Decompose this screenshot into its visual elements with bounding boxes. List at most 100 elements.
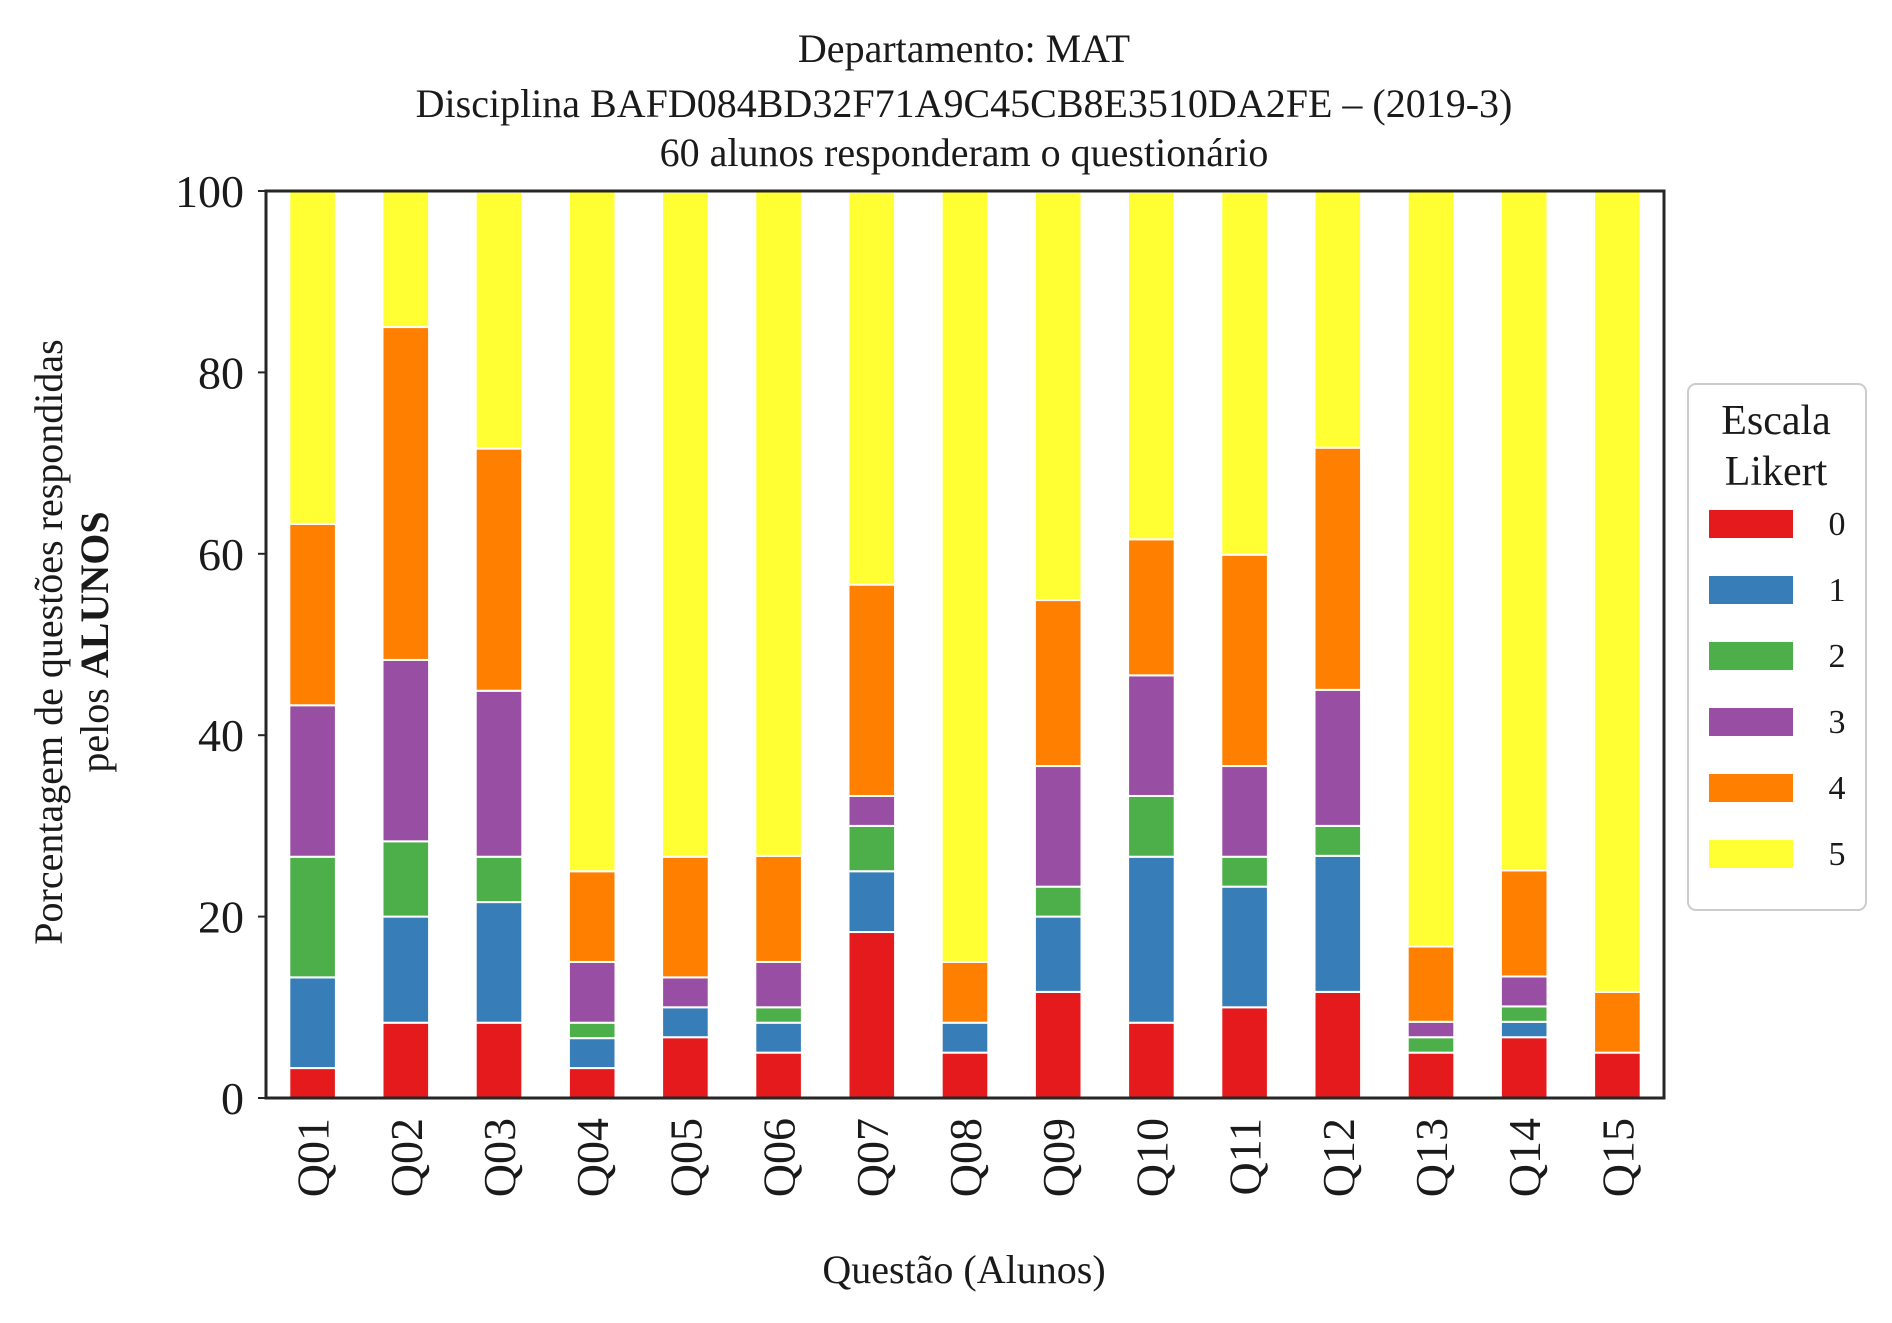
bar-segment-Q11-4 <box>1220 553 1269 768</box>
legend: Escala Likert 0 1 2 3 4 5 <box>1687 383 1867 911</box>
plot-frame <box>264 189 1666 1100</box>
bar-segment-Q13-0 <box>1406 1051 1456 1100</box>
bar-segment-Q03-2 <box>474 855 524 904</box>
bar-segment-Q08-0 <box>940 1051 990 1100</box>
bar-segment-Q02-0 <box>381 1021 431 1099</box>
bar-segment-Q07-4 <box>847 583 897 797</box>
bar-segment-Q05-1 <box>661 1006 710 1039</box>
bar-segment-Q09-3 <box>1033 765 1083 888</box>
legend-title-line-2: Likert <box>1725 449 1828 495</box>
legend-swatch-3 <box>1709 708 1793 736</box>
legend-swatch-2 <box>1709 642 1793 670</box>
y-axis-label-prefix: pelos <box>72 678 117 772</box>
bar-segment-Q07-1 <box>847 870 897 934</box>
y-axis-label: Porcentagem de questões respondidas pelo… <box>26 339 117 944</box>
legend-swatch-1 <box>1709 576 1793 604</box>
y-tick-label: 80 <box>198 347 244 398</box>
bar-segment-Q11-2 <box>1220 855 1269 888</box>
bar-segment-Q09-0 <box>1033 990 1083 1099</box>
bar-segment-Q13-3 <box>1406 1020 1456 1039</box>
bar-segment-Q03-5 <box>474 190 524 450</box>
x-tick-label: Q08 <box>940 1118 991 1197</box>
bar-segment-Q09-5 <box>1033 190 1083 602</box>
y-axis-label-line-2: pelos ALUNOS <box>72 511 117 772</box>
y-axis: 0 20 40 60 80 100 <box>175 166 266 1124</box>
legend-label-2: 2 <box>1829 638 1846 675</box>
bar-segment-Q05-5 <box>661 190 710 858</box>
bar-segment-Q02-5 <box>381 190 431 329</box>
x-axis-label: Questão (Alunos) <box>822 1247 1105 1292</box>
bar-segment-Q11-1 <box>1220 885 1269 1009</box>
y-tick-label: 100 <box>175 166 244 217</box>
y-tick-label: 0 <box>221 1073 244 1124</box>
bar-segment-Q10-1 <box>1127 855 1176 1024</box>
bar-segment-Q01-4 <box>288 522 337 707</box>
legend-items: 0 1 2 3 4 5 <box>1709 506 1846 873</box>
bar-segment-Q13-2 <box>1406 1036 1456 1054</box>
y-tick-label: 60 <box>198 529 244 580</box>
title-line-2: Disciplina BAFD084BD32F71A9C45CB8E3510DA… <box>416 81 1513 126</box>
bar-segment-Q03-0 <box>474 1021 524 1099</box>
bar-segment-Q04-0 <box>567 1067 617 1099</box>
bar-segment-Q03-1 <box>474 901 524 1024</box>
bar-segment-Q01-5 <box>288 190 337 525</box>
bar-segment-Q06-2 <box>754 1006 803 1024</box>
bar-segment-Q08-5 <box>940 190 990 963</box>
x-tick-label: Q11 <box>1220 1118 1271 1196</box>
x-tick-label: Q06 <box>754 1118 805 1197</box>
legend-swatch-4 <box>1709 774 1793 802</box>
x-tick-label: Q10 <box>1126 1118 1177 1197</box>
bar-segment-Q13-4 <box>1406 945 1456 1023</box>
bar-segment-Q01-0 <box>288 1067 337 1099</box>
legend-swatch-5 <box>1709 840 1793 868</box>
bar-segment-Q10-0 <box>1127 1021 1176 1099</box>
x-tick-label: Q14 <box>1499 1118 1550 1197</box>
x-tick-label: Q04 <box>567 1118 618 1197</box>
bar-segment-Q04-5 <box>567 190 617 873</box>
bar-segment-Q07-0 <box>847 931 897 1099</box>
x-tick-label: Q01 <box>288 1118 339 1197</box>
legend-label-0: 0 <box>1829 506 1846 543</box>
x-axis: Q01 Q02 Q03 Q04 Q05 Q06 Q07 Q08 Q09 Q10 Q11 Q12 Q13 Q… <box>288 1118 1644 1197</box>
y-tick-label: 20 <box>198 892 244 943</box>
bar-segment-Q04-2 <box>567 1021 617 1040</box>
bar-segment-Q01-2 <box>288 855 337 979</box>
bar-segment-Q14-3 <box>1499 975 1549 1008</box>
bar-segment-Q11-3 <box>1220 765 1269 858</box>
legend-label-1: 1 <box>1829 572 1846 609</box>
x-tick-label: Q03 <box>474 1118 525 1197</box>
bar-segment-Q01-1 <box>288 976 337 1070</box>
bar-segment-Q09-1 <box>1033 915 1083 993</box>
bar-segment-Q13-5 <box>1406 190 1456 948</box>
bar-segment-Q15-4 <box>1593 990 1642 1054</box>
bar-segment-Q11-0 <box>1220 1006 1269 1099</box>
bar-segment-Q02-3 <box>381 658 431 843</box>
x-tick-label: Q15 <box>1592 1118 1643 1197</box>
bar-segment-Q07-3 <box>847 794 897 827</box>
bar-segment-Q12-5 <box>1313 190 1363 449</box>
bar-segment-Q03-4 <box>474 447 524 692</box>
x-tick-label: Q07 <box>847 1118 898 1197</box>
bars-layer <box>288 190 1642 1100</box>
bar-segment-Q02-1 <box>381 915 431 1024</box>
bar-segment-Q04-3 <box>567 960 617 1024</box>
legend-label-5: 5 <box>1829 836 1846 873</box>
bar-segment-Q02-2 <box>381 840 431 918</box>
bar-segment-Q10-5 <box>1127 190 1176 541</box>
bar-segment-Q09-4 <box>1033 599 1083 768</box>
bar-segment-Q05-0 <box>661 1036 710 1099</box>
x-tick-label: Q05 <box>660 1118 711 1197</box>
legend-swatch-0 <box>1709 510 1793 538</box>
bar-segment-Q12-1 <box>1313 854 1363 993</box>
bar-segment-Q03-3 <box>474 689 524 858</box>
bar-segment-Q07-2 <box>847 824 897 873</box>
bar-segment-Q12-4 <box>1313 446 1363 691</box>
x-tick-label: Q13 <box>1406 1118 1457 1197</box>
bar-segment-Q06-0 <box>754 1051 803 1100</box>
legend-label-3: 3 <box>1829 704 1846 741</box>
bar-segment-Q14-0 <box>1499 1036 1549 1099</box>
bar-segment-Q14-2 <box>1499 1005 1549 1023</box>
legend-title-line-1: Escala <box>1721 398 1831 444</box>
bar-segment-Q02-4 <box>381 326 431 661</box>
